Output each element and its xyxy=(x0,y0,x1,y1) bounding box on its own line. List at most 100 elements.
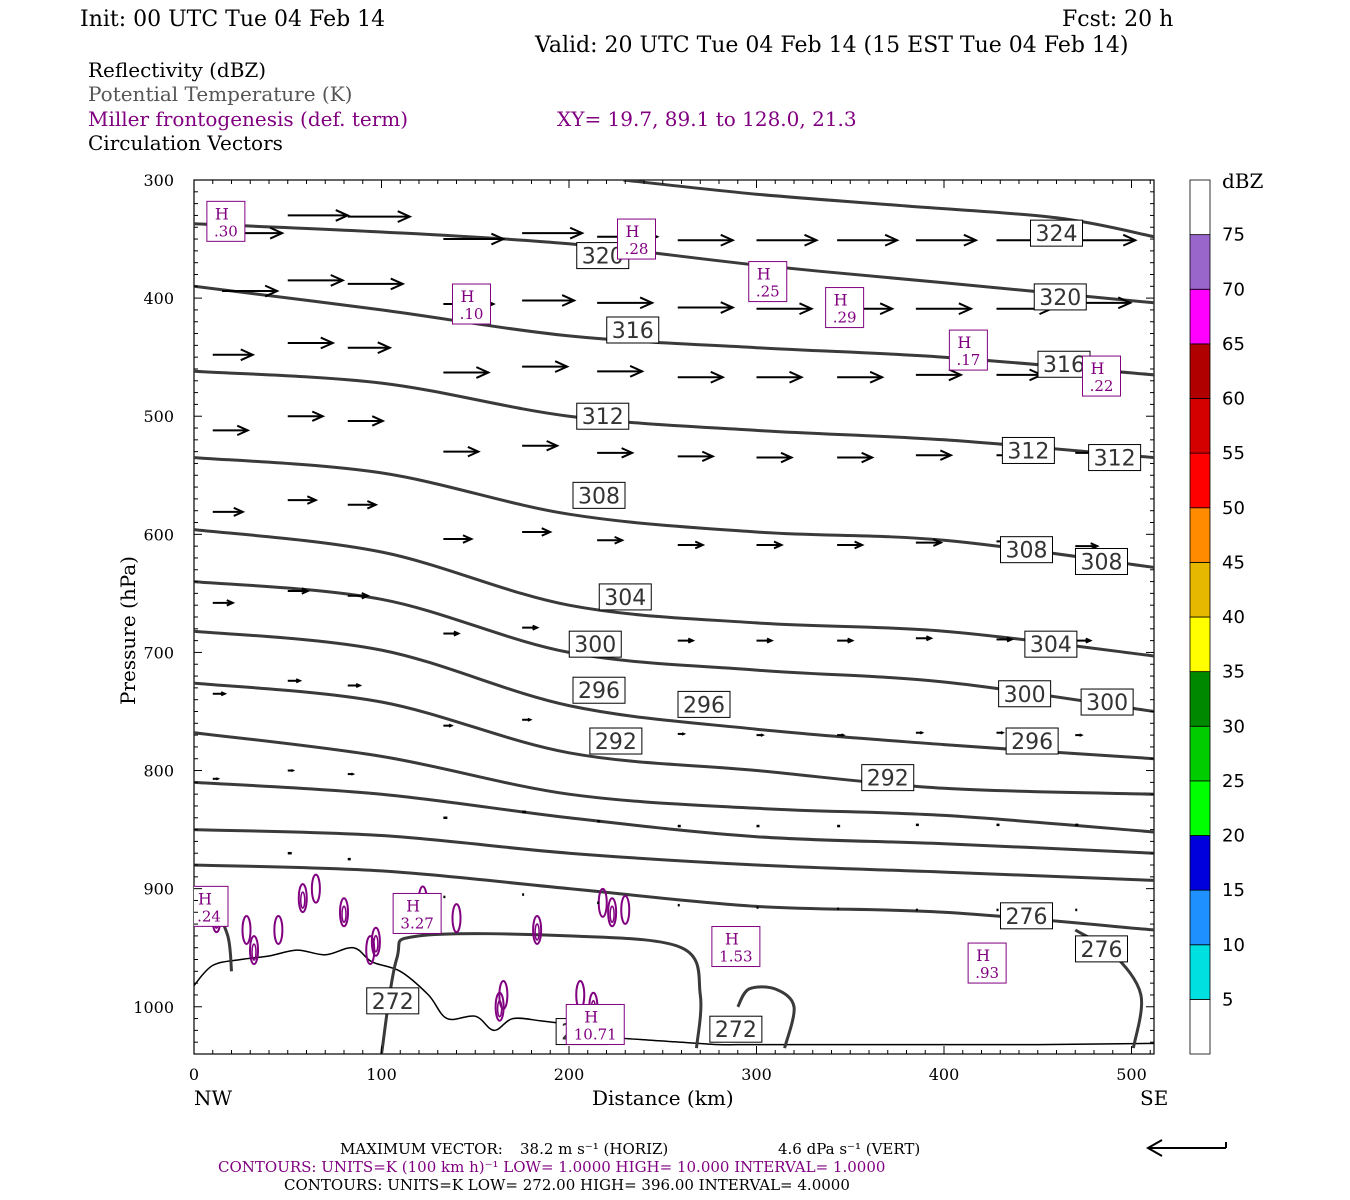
svg-text:292: 292 xyxy=(595,730,637,755)
circulation-vector xyxy=(837,370,885,384)
svg-text:1.53: 1.53 xyxy=(719,948,752,966)
colorbar-level-label: 65 xyxy=(1222,334,1245,355)
theta-contour-label: 296 xyxy=(677,690,731,718)
colorbar-level-label: 55 xyxy=(1222,443,1245,464)
circulation-vector xyxy=(677,732,687,736)
frontogenesis-maximum-marker: H.24 xyxy=(194,885,229,927)
svg-text:H: H xyxy=(725,930,739,949)
y-tick-label: 300 xyxy=(143,171,174,190)
svg-text:300: 300 xyxy=(574,633,616,658)
svg-text:276: 276 xyxy=(1081,938,1123,963)
frontogenesis-maximum-marker: H.93 xyxy=(967,942,1007,984)
colorbar: 5 10 15 20 25 30 35 40 45 50 55 60 65 70 75 xyxy=(1189,179,1245,1055)
svg-text:H: H xyxy=(215,204,229,223)
circulation-vector xyxy=(915,302,974,316)
svg-text:296: 296 xyxy=(1011,730,1053,755)
title-frontogenesis: Miller frontogenesis (def. term) xyxy=(88,107,408,131)
title-vectors: Circulation Vectors xyxy=(88,131,283,155)
frontogenesis-maximum-marker: H10.71 xyxy=(565,1003,625,1045)
svg-text:312: 312 xyxy=(1007,439,1049,464)
terrain-surface-line xyxy=(194,946,1154,1046)
axes: 300 400 500 600 700 800 900 1000 0 100 200 300 400 50… xyxy=(133,171,1154,1084)
circulation-vector xyxy=(522,717,533,722)
circulation-vector xyxy=(837,233,900,247)
theta-contour-label: 304 xyxy=(598,583,652,611)
frontogenesis-contour-inner xyxy=(251,943,257,961)
frontogenesis-contour xyxy=(249,935,259,966)
colorbar-swatch xyxy=(1189,671,1211,727)
theta-contour-label: 316 xyxy=(606,316,660,344)
colorbar-level-label: 70 xyxy=(1222,279,1245,300)
circulation-vector xyxy=(522,294,577,307)
svg-text:H: H xyxy=(406,896,420,915)
svg-text:.30: .30 xyxy=(214,222,238,240)
svg-text:.17: .17 xyxy=(956,351,980,369)
title-theta: Potential Temperature (K) xyxy=(88,82,352,106)
x-axis-label: Distance (km) xyxy=(592,1086,734,1110)
svg-text:304: 304 xyxy=(1030,633,1072,658)
colorbar-level-label: 5 xyxy=(1222,989,1233,1010)
svg-text:296: 296 xyxy=(578,679,620,704)
theta-contour-label: 296 xyxy=(1005,727,1059,755)
theta-contour-304 xyxy=(194,528,1154,658)
circulation-vector xyxy=(287,768,296,773)
svg-text:324: 324 xyxy=(1036,222,1078,247)
circulation-vector xyxy=(443,232,506,246)
theta-contour-label: 296 xyxy=(572,676,626,704)
plot-area: 324 320 320 316 316 312 312 312 308 308 308 304 304 3… xyxy=(194,180,1154,1054)
colorbar-level-label: 60 xyxy=(1222,389,1245,410)
circulation-vector xyxy=(915,731,925,735)
circulation-vector xyxy=(347,682,363,689)
colorbar-swatch xyxy=(1189,288,1211,345)
x-axis-right-end: SE xyxy=(1140,1086,1168,1110)
svg-text:.24: .24 xyxy=(197,907,221,925)
theta-contour-272-small xyxy=(736,985,796,1049)
frontogenesis-contour xyxy=(241,914,252,945)
y-tick-label: 800 xyxy=(143,762,174,781)
svg-text:316: 316 xyxy=(1043,353,1085,378)
circulation-vector xyxy=(212,506,246,517)
circulation-vector xyxy=(756,233,819,247)
frontogenesis-maximum-marker: H3.27 xyxy=(392,892,442,934)
circulation-vector xyxy=(443,366,491,379)
circulation-vector xyxy=(212,691,228,697)
colorbar-swatch xyxy=(1189,616,1211,673)
svg-text:H: H xyxy=(198,889,212,908)
circulation-vector xyxy=(996,731,1005,735)
circulation-vector xyxy=(347,341,393,355)
frontogenesis-contour xyxy=(339,897,349,928)
circulation-vector xyxy=(522,440,560,452)
circulation-vector xyxy=(443,630,461,637)
circulation-vector xyxy=(1075,733,1084,737)
circulation-vector xyxy=(443,534,474,544)
svg-text:308: 308 xyxy=(1081,550,1123,575)
circulation-vector xyxy=(212,599,236,607)
circulation-vector xyxy=(212,348,256,362)
y-tick-label: 1000 xyxy=(133,998,174,1017)
theta-contour-308 xyxy=(194,456,1154,569)
colorbar-swatch xyxy=(1189,561,1211,618)
y-axis-label: Pressure (hPa) xyxy=(116,556,140,705)
theta-contour-label: 304 xyxy=(1024,630,1078,658)
circulation-vector xyxy=(347,277,406,291)
svg-text:304: 304 xyxy=(604,586,646,611)
x-tick-label: 500 xyxy=(1116,1065,1147,1084)
theta-contour-label: 312 xyxy=(1001,436,1055,464)
circulation-vector xyxy=(756,540,784,550)
circulation-vector xyxy=(756,370,804,384)
circulation-vector xyxy=(837,451,875,464)
svg-text:H: H xyxy=(461,287,475,306)
circulation-vector xyxy=(347,500,379,510)
colorbar-swatch xyxy=(1189,179,1211,236)
svg-text:272: 272 xyxy=(372,990,414,1015)
x-tick-label: 0 xyxy=(189,1065,199,1084)
x-tick-label: 400 xyxy=(929,1065,960,1084)
svg-text:H: H xyxy=(626,222,640,241)
circulation-vector xyxy=(597,535,625,545)
circulation-vector xyxy=(597,447,635,459)
circulation-vector xyxy=(222,284,280,298)
svg-text:296: 296 xyxy=(683,693,725,718)
circulation-vector xyxy=(756,302,814,316)
circulation-vector xyxy=(996,636,1014,643)
circulation-vector xyxy=(347,592,371,600)
